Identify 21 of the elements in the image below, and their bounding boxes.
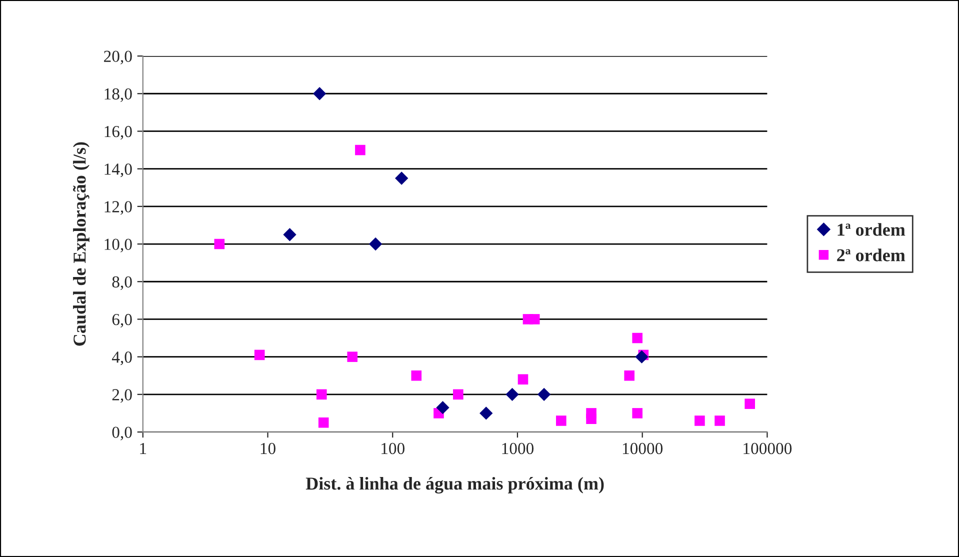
x-tick-label: 1	[140, 442, 146, 454]
y-tick-label: 12,0	[104, 201, 132, 215]
y-tick-label: 2,0	[112, 389, 132, 403]
legend-label: 1ª ordem	[838, 223, 906, 236]
y-tick-label: 8,0	[112, 276, 132, 290]
y-tick-label: 18,0	[104, 88, 132, 102]
y-tick-label: 6,0	[112, 314, 132, 328]
y-axis-title: Caudal de Exploração (l/s)	[73, 142, 90, 346]
legend-label: 2ª ordem	[837, 248, 906, 262]
x-tick-label: 1000	[502, 442, 534, 454]
x-tick-label: 100	[382, 442, 404, 454]
y-tick-label: 4,0	[112, 352, 132, 366]
y-tick-label: 14,0	[104, 164, 132, 178]
y-tick-label: 16,0	[104, 126, 132, 140]
x-axis-title: Dist. à linha de água mais próxima (m)	[306, 476, 604, 494]
y-tick-label: 10,0	[104, 238, 132, 252]
x-tick-label: 10	[260, 442, 276, 454]
y-tick-label: 0,0	[112, 426, 132, 440]
x-tick-label: 100000	[744, 442, 792, 454]
y-tick-label: 20,0	[104, 50, 132, 64]
x-tick-label: 10000	[622, 442, 663, 454]
